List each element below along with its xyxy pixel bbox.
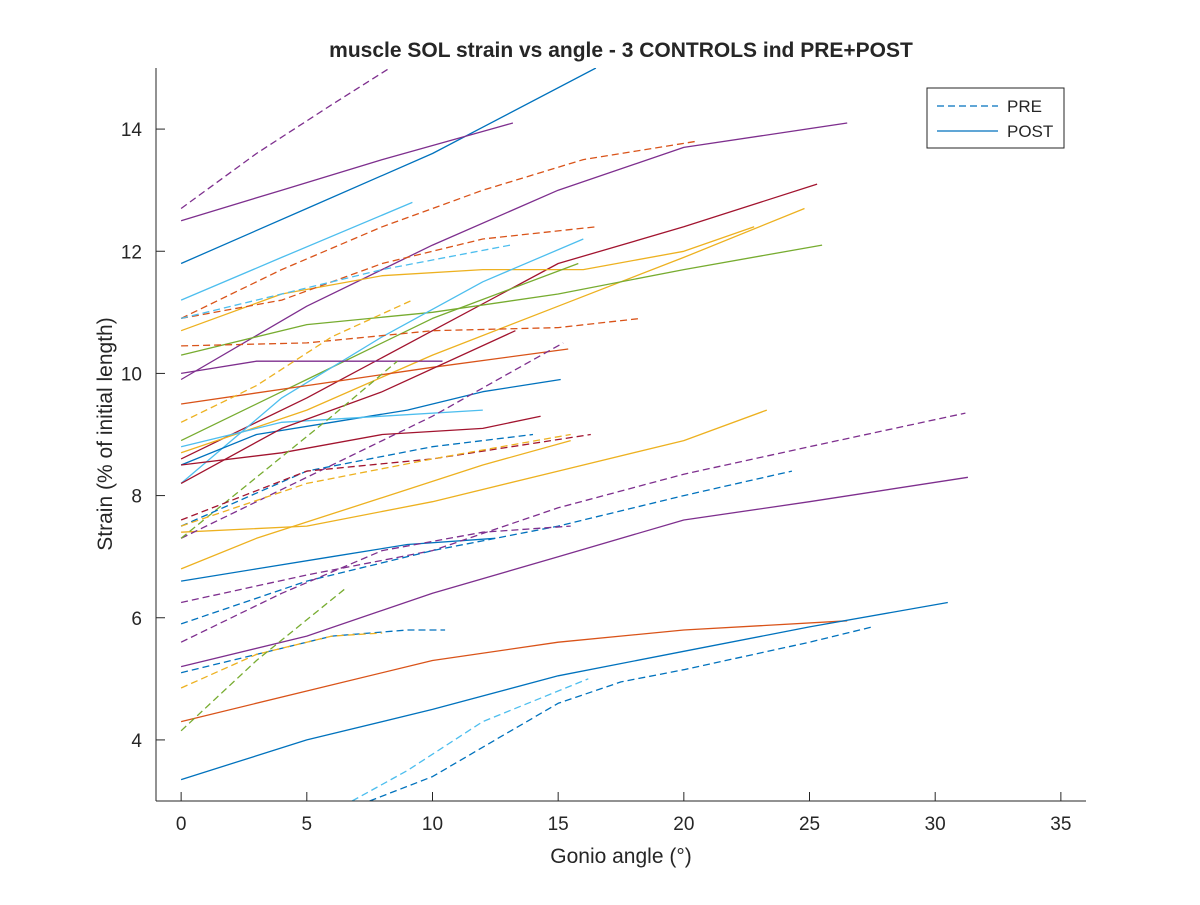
series-line-post-7 bbox=[180, 244, 823, 356]
series-line-post-4 bbox=[180, 183, 818, 460]
series-line-post-18 bbox=[180, 537, 496, 582]
series-line-pre-33 bbox=[180, 412, 966, 604]
axes bbox=[155, 68, 1086, 802]
series-line-pre-25 bbox=[180, 244, 511, 320]
y-tick-label: 6 bbox=[131, 609, 142, 630]
x-tick-label: 15 bbox=[548, 814, 569, 835]
chart-title: muscle SOL strain vs angle - 3 CONTROLS … bbox=[329, 39, 913, 62]
series-line-post-9 bbox=[180, 238, 584, 484]
series-line-post-3 bbox=[180, 122, 848, 381]
series-line-post-15 bbox=[180, 330, 516, 484]
series-line-post-10 bbox=[180, 360, 443, 375]
series-line-post-14 bbox=[181, 415, 541, 466]
series-line-pre-23 bbox=[180, 140, 697, 319]
series-line-pre-28 bbox=[180, 342, 564, 539]
x-tick-label: 20 bbox=[673, 814, 694, 835]
series-layer bbox=[180, 68, 968, 801]
x-tick-label: 25 bbox=[799, 814, 820, 835]
series-line-post-20 bbox=[180, 620, 848, 723]
series-line-post-5 bbox=[180, 207, 805, 454]
legend: PRE POST bbox=[926, 87, 1065, 149]
series-line-pre-35 bbox=[180, 525, 571, 643]
series-line-pre-39 bbox=[351, 678, 589, 801]
series-line-post-11 bbox=[181, 348, 569, 405]
series-line-post-1 bbox=[180, 122, 514, 222]
x-axis-label: Gonio angle (°) bbox=[550, 845, 691, 868]
series-line-pre-34 bbox=[180, 470, 793, 625]
series-line-pre-31 bbox=[180, 433, 591, 521]
series-line-pre-29 bbox=[180, 360, 398, 539]
y-tick-label: 12 bbox=[121, 242, 142, 263]
y-tick-label: 14 bbox=[121, 120, 143, 141]
series-line-post-16 bbox=[181, 409, 768, 533]
series-line-pre-37 bbox=[180, 632, 383, 689]
x-tick-label: 0 bbox=[176, 814, 187, 835]
x-tick-label: 35 bbox=[1050, 814, 1071, 835]
y-tick-label: 10 bbox=[121, 364, 142, 385]
series-line-pre-32 bbox=[180, 433, 571, 527]
series-line-post-17 bbox=[180, 439, 571, 570]
series-line-post-13 bbox=[180, 409, 483, 448]
series-line-pre-22 bbox=[180, 68, 391, 210]
x-ticks: 0 5 10 15 20 25 30 35 bbox=[176, 792, 1071, 835]
y-tick-label: 4 bbox=[131, 731, 142, 752]
series-line-post-2 bbox=[180, 201, 413, 301]
series-line-post-0 bbox=[180, 68, 597, 265]
x-tick-label: 5 bbox=[302, 814, 313, 835]
series-line-pre-38 bbox=[180, 586, 348, 732]
series-line-pre-40 bbox=[369, 626, 873, 801]
x-tick-label: 10 bbox=[422, 814, 443, 835]
series-line-pre-24 bbox=[180, 226, 596, 320]
series-line-post-12 bbox=[180, 378, 561, 466]
y-tick-label: 8 bbox=[131, 487, 142, 508]
series-line-pre-30 bbox=[180, 433, 534, 527]
y-ticks: 4 6 8 10 12 14 bbox=[121, 120, 165, 752]
legend-pre-label: PRE bbox=[1007, 97, 1042, 116]
axes-background bbox=[156, 68, 1086, 801]
y-axis-label: Strain (% of initial length) bbox=[94, 317, 117, 550]
series-line-pre-26 bbox=[181, 317, 642, 347]
legend-post-label: POST bbox=[1007, 122, 1053, 141]
x-tick-label: 30 bbox=[925, 814, 946, 835]
legend-box bbox=[926, 87, 1065, 149]
series-line-post-8 bbox=[180, 262, 579, 442]
series-line-post-21 bbox=[180, 601, 948, 781]
series-line-post-19 bbox=[180, 476, 968, 668]
